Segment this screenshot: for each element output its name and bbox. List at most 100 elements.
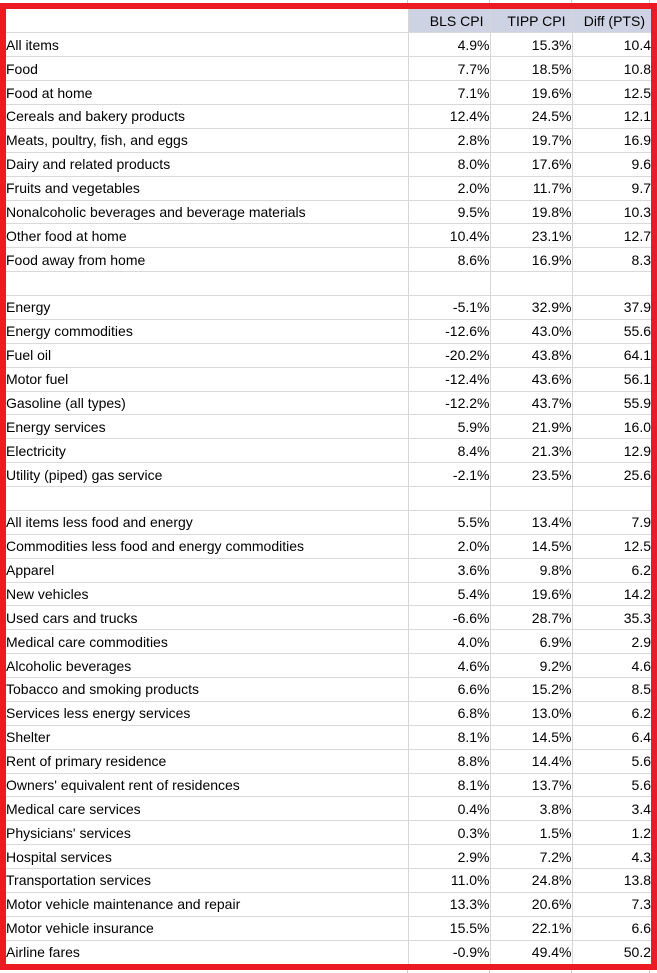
tipp-cpi-cell[interactable]: 43.6% bbox=[490, 367, 573, 392]
tipp-cpi-cell[interactable]: 16.9% bbox=[490, 247, 573, 273]
label-cell[interactable] bbox=[6, 486, 409, 511]
tipp-cpi-cell[interactable]: 24.5% bbox=[490, 104, 573, 129]
diff-pts-cell[interactable]: 16.9 bbox=[572, 128, 651, 153]
tipp-cpi-cell[interactable] bbox=[490, 271, 573, 296]
diff-pts-cell[interactable]: 9.6 bbox=[572, 152, 651, 177]
diff-pts-cell[interactable]: 10.3 bbox=[572, 200, 651, 225]
diff-pts-cell[interactable]: 16.0 bbox=[572, 414, 651, 440]
diff-pts-cell[interactable]: 3.4 bbox=[572, 796, 651, 822]
bls-cpi-cell[interactable]: 8.0% bbox=[408, 152, 491, 177]
label-cell[interactable]: Medical care services bbox=[6, 796, 409, 822]
diff-pts-cell[interactable]: 4.6 bbox=[572, 653, 651, 678]
column-header-label[interactable] bbox=[6, 9, 409, 34]
label-cell[interactable]: Energy bbox=[6, 295, 409, 320]
tipp-cpi-cell[interactable]: 43.7% bbox=[490, 391, 573, 416]
tipp-cpi-cell[interactable]: 21.3% bbox=[490, 438, 573, 464]
label-cell[interactable]: Owners' equivalent rent of residences bbox=[6, 773, 409, 798]
bls-cpi-cell[interactable]: -12.4% bbox=[408, 367, 491, 392]
bls-cpi-cell[interactable]: 8.8% bbox=[408, 749, 491, 774]
bls-cpi-cell[interactable]: 8.1% bbox=[408, 773, 491, 798]
diff-pts-cell[interactable]: 55.9 bbox=[572, 391, 651, 416]
bls-cpi-cell[interactable]: 11.0% bbox=[408, 868, 491, 893]
tipp-cpi-cell[interactable]: 9.2% bbox=[490, 653, 573, 678]
tipp-cpi-cell[interactable] bbox=[490, 486, 573, 511]
tipp-cpi-cell[interactable]: 22.1% bbox=[490, 916, 573, 941]
label-cell[interactable]: New vehicles bbox=[6, 582, 409, 607]
label-cell[interactable]: Rent of primary residence bbox=[6, 749, 409, 774]
diff-pts-cell[interactable]: 50.2 bbox=[623, 944, 651, 961]
label-cell[interactable]: Motor vehicle insurance bbox=[6, 916, 409, 941]
tipp-cpi-cell[interactable]: 15.2% bbox=[490, 677, 573, 702]
column-header-diff-pts[interactable]: Diff (PTS) bbox=[572, 9, 651, 34]
tipp-cpi-cell[interactable]: 13.7% bbox=[490, 773, 573, 798]
tipp-cpi-cell[interactable]: 20.6% bbox=[490, 892, 573, 917]
label-cell[interactable]: Dairy and related products bbox=[6, 152, 409, 177]
bls-cpi-cell[interactable]: 10.4% bbox=[408, 223, 491, 249]
bls-cpi-cell[interactable]: 5.4% bbox=[408, 582, 491, 607]
diff-pts-cell[interactable]: 12.9 bbox=[572, 438, 651, 464]
bls-cpi-cell[interactable]: 2.0% bbox=[408, 534, 491, 559]
tipp-cpi-cell[interactable]: 6.9% bbox=[490, 629, 573, 655]
label-cell[interactable]: Motor fuel bbox=[6, 367, 409, 392]
diff-pts-cell[interactable]: 12.5 bbox=[572, 80, 651, 105]
tipp-cpi-cell[interactable]: 21.9% bbox=[490, 414, 573, 440]
diff-pts-cell[interactable]: 10.4 bbox=[572, 32, 651, 58]
diff-pts-cell[interactable]: 10.8 bbox=[572, 56, 651, 82]
tipp-cpi-cell[interactable]: 23.5% bbox=[490, 462, 573, 487]
bls-cpi-cell[interactable]: -0.9% bbox=[408, 940, 491, 964]
tipp-cpi-cell[interactable]: 15.3% bbox=[490, 32, 573, 58]
tipp-cpi-cell[interactable]: 19.6% bbox=[490, 582, 573, 607]
bls-cpi-cell[interactable]: 6.6% bbox=[408, 677, 491, 702]
diff-pts-cell[interactable]: 2.9 bbox=[572, 629, 651, 655]
bls-cpi-cell[interactable]: 8.4% bbox=[408, 438, 491, 464]
bls-cpi-cell[interactable]: 8.6% bbox=[408, 247, 491, 273]
label-cell[interactable]: Commodities less food and energy commodi… bbox=[6, 534, 409, 559]
diff-pts-cell[interactable]: 14.2 bbox=[572, 582, 651, 607]
diff-pts-cell[interactable]: 56.1 bbox=[572, 367, 651, 392]
bls-cpi-cell[interactable]: 0.4% bbox=[408, 796, 491, 822]
label-cell[interactable]: Food away from home bbox=[6, 247, 409, 273]
label-cell[interactable]: Energy commodities bbox=[6, 319, 409, 344]
label-cell[interactable]: Motor vehicle maintenance and repair bbox=[6, 892, 409, 917]
diff-pts-cell[interactable]: 4.3 bbox=[572, 844, 651, 869]
bls-cpi-cell[interactable]: 6.8% bbox=[408, 701, 491, 726]
tipp-cpi-cell[interactable]: 19.7% bbox=[490, 128, 573, 153]
diff-pts-cell[interactable]: 8.3 bbox=[572, 247, 651, 273]
label-cell[interactable] bbox=[6, 271, 409, 296]
bls-cpi-cell[interactable]: 2.0% bbox=[408, 176, 491, 201]
label-cell[interactable]: All items less food and energy bbox=[6, 510, 409, 535]
label-cell[interactable]: Fuel oil bbox=[6, 343, 409, 368]
tipp-cpi-cell[interactable]: 14.4% bbox=[490, 749, 573, 774]
diff-pts-cell[interactable]: 6.2 bbox=[572, 558, 651, 583]
tipp-cpi-cell[interactable]: 24.8% bbox=[490, 868, 573, 893]
bls-cpi-cell[interactable]: 2.9% bbox=[408, 844, 491, 869]
label-cell[interactable]: Food at home bbox=[6, 80, 409, 105]
bls-cpi-cell[interactable]: 8.1% bbox=[408, 725, 491, 750]
diff-pts-cell[interactable]: 5.6 bbox=[572, 773, 651, 798]
bls-cpi-cell[interactable]: 7.7% bbox=[408, 56, 491, 82]
label-cell[interactable]: Cereals and bakery products bbox=[6, 104, 409, 129]
label-cell[interactable]: Fruits and vegetables bbox=[6, 176, 409, 201]
diff-pts-cell[interactable]: 6.6 bbox=[572, 916, 651, 941]
bls-cpi-cell[interactable]: 3.6% bbox=[408, 558, 491, 583]
diff-pts-cell[interactable]: 7.3 bbox=[572, 892, 651, 917]
label-cell[interactable]: Energy services bbox=[6, 414, 409, 440]
tipp-cpi-cell[interactable]: 7.2% bbox=[490, 844, 573, 869]
label-cell[interactable]: Used cars and trucks bbox=[6, 605, 409, 631]
label-cell[interactable]: All items bbox=[6, 32, 409, 58]
diff-pts-cell[interactable]: 6.4 bbox=[572, 725, 651, 750]
tipp-cpi-cell[interactable]: 1.5% bbox=[490, 820, 573, 846]
tipp-cpi-cell[interactable]: 49.4% bbox=[490, 940, 573, 964]
bls-cpi-cell[interactable]: 4.0% bbox=[408, 629, 491, 655]
bls-cpi-cell[interactable]: 15.5% bbox=[408, 916, 491, 941]
label-cell[interactable]: Meats, poultry, fish, and eggs bbox=[6, 128, 409, 153]
bls-cpi-cell[interactable]: 4.6% bbox=[408, 653, 491, 678]
diff-pts-cell[interactable]: 8.5 bbox=[572, 677, 651, 702]
bls-cpi-cell[interactable]: 5.9% bbox=[408, 414, 491, 440]
diff-pts-cell[interactable]: 12.7 bbox=[572, 223, 651, 249]
bls-cpi-cell[interactable]: 9.5% bbox=[408, 200, 491, 225]
label-cell[interactable]: Hospital services bbox=[6, 844, 409, 869]
tipp-cpi-cell[interactable]: 13.4% bbox=[490, 510, 573, 535]
diff-pts-cell[interactable]: 9.7 bbox=[572, 176, 651, 201]
label-cell[interactable]: Services less energy services bbox=[6, 701, 409, 726]
